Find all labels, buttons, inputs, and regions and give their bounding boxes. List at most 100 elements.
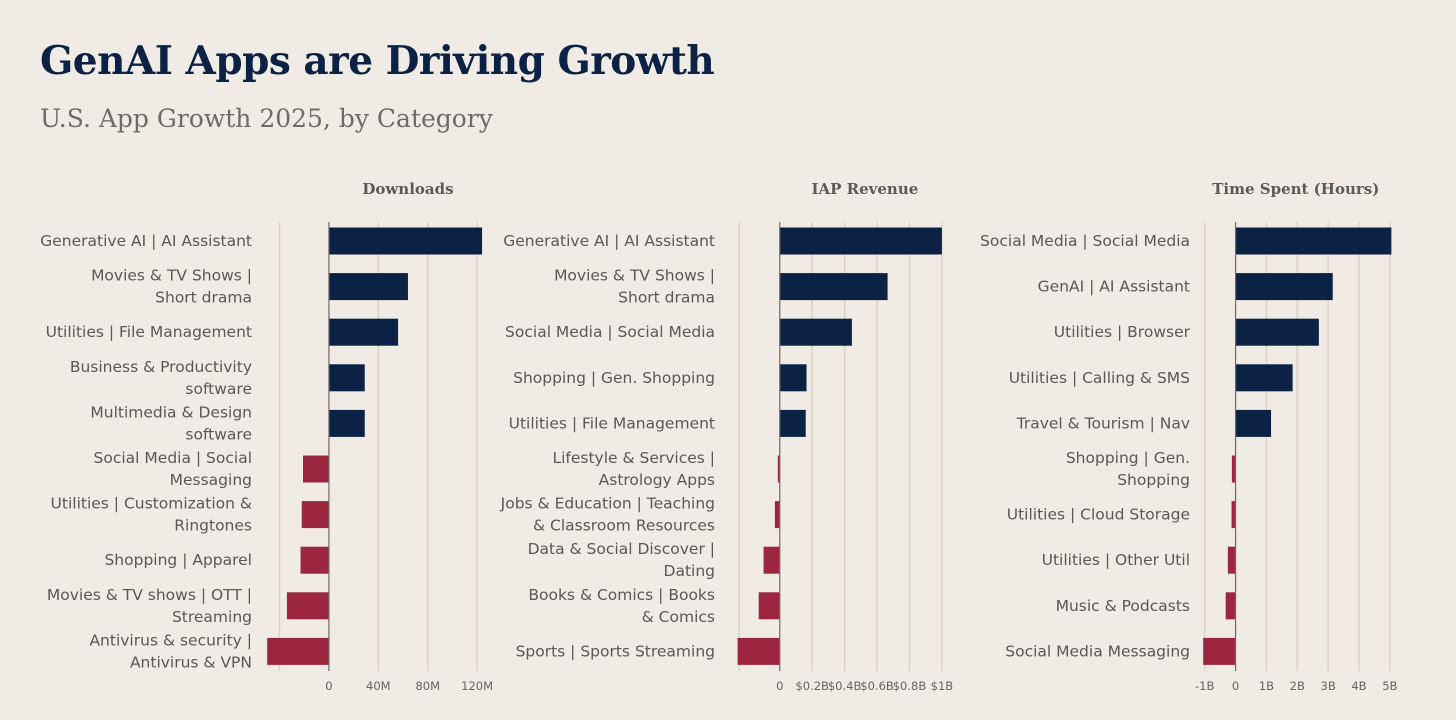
bar [328, 227, 483, 255]
category-label-line: Movies & TV Shows | [91, 267, 252, 285]
category-label: Movies & TV Shows | Short drama [91, 267, 252, 307]
category-label-line: Astrology Apps [599, 471, 715, 489]
bar [328, 364, 365, 392]
category-label-line: Antivirus & VPN [130, 653, 252, 671]
category-label-line: Lifestyle & Services | [552, 449, 715, 467]
bar [286, 592, 329, 620]
bar [1231, 455, 1236, 483]
panel-title: Downloads [362, 180, 453, 198]
category-label: Books & Comics | Books & Comics [528, 586, 715, 626]
bar [763, 546, 780, 574]
category-label-line: Data & Social Discover | [528, 540, 715, 558]
category-label-line: Utilities | File Management [509, 414, 715, 432]
category-label: Utilities | File Management [46, 323, 252, 341]
tick-label: 2B [1290, 679, 1305, 693]
tick-label: $1B [931, 679, 954, 693]
chart-panel-1: Downloads Generative AI | AI Assistant Mov… [40, 180, 493, 693]
bar [1203, 637, 1236, 665]
tick-label: $0.8B [893, 679, 927, 693]
bar [779, 227, 942, 255]
panel-title: IAP Revenue [811, 180, 918, 198]
bar [302, 455, 329, 483]
bar [1231, 501, 1236, 529]
bar [737, 637, 780, 665]
tick-label: 0 [776, 679, 783, 693]
category-label-line: Utilities | Calling & SMS [1009, 369, 1190, 387]
category-label-line: Dating [664, 562, 715, 580]
category-label-line: Shopping [1117, 471, 1190, 489]
category-label-line: Social Media Messaging [1005, 642, 1190, 660]
bar [1227, 546, 1236, 574]
bar [1225, 592, 1236, 620]
bar [328, 409, 365, 437]
category-label: Multimedia & Design software [90, 403, 252, 443]
bar [328, 318, 399, 346]
tick-label: 0 [325, 679, 332, 693]
tick-label: 120M [461, 679, 493, 693]
category-label-line: Ringtones [174, 517, 252, 535]
category-label: Utilities | Other Util [1042, 551, 1190, 569]
category-label: Travel & Tourism | Nav [1016, 414, 1190, 432]
category-label-line: Utilities | Browser [1054, 323, 1191, 341]
bar [758, 592, 780, 620]
category-label: Shopping | Gen. Shopping [1066, 449, 1190, 489]
bar [301, 501, 329, 529]
category-label-line: & Comics [642, 608, 715, 626]
category-label: Generative AI | AI Assistant [503, 232, 715, 250]
category-label: Movies & TV Shows | Short drama [554, 267, 715, 307]
category-label-line: Music & Podcasts [1056, 597, 1190, 615]
category-label: Music & Podcasts [1056, 597, 1190, 615]
category-label-line: Short drama [155, 289, 252, 307]
tick-label: $0.2B [795, 679, 829, 693]
category-label: Utilities | File Management [509, 414, 715, 432]
category-label: GenAI | AI Assistant [1038, 278, 1190, 296]
category-label-line: GenAI | AI Assistant [1038, 278, 1190, 296]
category-label: Utilities | Customization & Ringtones [51, 495, 252, 535]
tick-label: $0.6B [860, 679, 894, 693]
tick-label: 5B [1382, 679, 1397, 693]
bar [779, 409, 806, 437]
category-label-line: Utilities | Other Util [1042, 551, 1190, 569]
category-label-line: Antivirus & security | [89, 631, 252, 649]
category-label-line: Social Media | Social Media [505, 323, 715, 341]
category-label-line: Utilities | File Management [46, 323, 252, 341]
tick-label: 3B [1321, 679, 1336, 693]
tick-label: 80M [415, 679, 440, 693]
chart-panel-2: IAP Revenue Generative AI | AI Assistant M… [500, 180, 954, 693]
category-label-line: & Classroom Resources [533, 517, 715, 535]
bar [1235, 409, 1272, 437]
panel-title: Time Spent (Hours) [1212, 180, 1379, 198]
bar [1235, 364, 1293, 392]
category-label: Movies & TV shows | OTT | Streaming [47, 586, 252, 626]
category-label-line: Travel & Tourism | Nav [1016, 414, 1190, 432]
category-label: Utilities | Cloud Storage [1007, 506, 1190, 524]
category-label-line: Books & Comics | Books [528, 586, 715, 604]
tick-label: $0.4B [828, 679, 862, 693]
category-label-line: Multimedia & Design [90, 403, 252, 421]
bar [777, 455, 780, 483]
bar [1235, 273, 1333, 301]
bar [779, 364, 807, 392]
category-label: Antivirus & security | Antivirus & VPN [89, 631, 252, 671]
category-label-line: Social Media | Social [94, 449, 252, 467]
category-label-line: Movies & TV shows | OTT | [47, 586, 252, 604]
category-label-line: Generative AI | AI Assistant [40, 232, 252, 250]
bar [1235, 227, 1392, 255]
category-label-line: Shopping | Gen. Shopping [513, 369, 715, 387]
category-label-line: Sports | Sports Streaming [516, 642, 715, 660]
category-label: Sports | Sports Streaming [516, 642, 715, 660]
tick-label: 0 [1232, 679, 1239, 693]
category-label: Lifestyle & Services | Astrology Apps [552, 449, 715, 489]
category-label-line: Business & Productivity [70, 358, 252, 376]
category-label: Social Media | Social Media [505, 323, 715, 341]
bar [774, 501, 780, 529]
bar [779, 318, 852, 346]
category-label-line: Movies & TV Shows | [554, 267, 715, 285]
category-label: Data & Social Discover | Dating [528, 540, 715, 580]
category-label: Business & Productivity software [70, 358, 252, 398]
category-label-line: software [185, 380, 252, 398]
category-label-line: Shopping | Gen. [1066, 449, 1190, 467]
category-label-line: Jobs & Education | Teaching [500, 495, 715, 513]
bar [328, 273, 408, 301]
